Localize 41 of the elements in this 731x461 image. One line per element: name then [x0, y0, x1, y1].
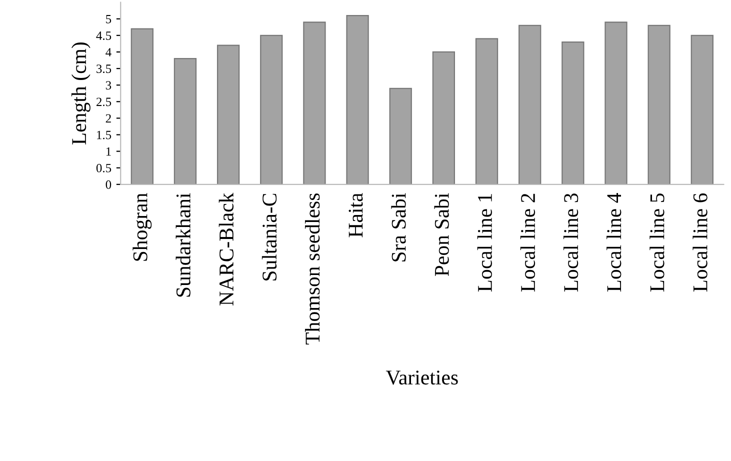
bar — [648, 24, 670, 184]
y-tick-label: 0.5 — [96, 164, 112, 172]
y-tick-label: 3 — [106, 81, 112, 90]
bar — [432, 51, 456, 184]
bar — [346, 14, 369, 184]
y-tick-label: 0 — [106, 180, 112, 189]
x-tick-label: Sultania-C — [262, 194, 277, 280]
x-tick-label: Shogran — [132, 193, 152, 261]
x-tick-label: Thomson seedless — [305, 193, 320, 345]
bar — [604, 22, 628, 184]
y-axis-title: Length (cm) — [71, 42, 90, 145]
x-axis-title: Varieties — [386, 370, 458, 385]
y-tick-label: 2 — [106, 114, 111, 123]
bar — [174, 58, 197, 184]
x-tick-label: Peon Sabi — [434, 193, 449, 276]
x-tick-label: Local line 4 — [606, 193, 622, 292]
y-tick-label: 4 — [106, 48, 112, 56]
x-tick-label: NARC-Black — [218, 192, 234, 306]
bar — [389, 88, 412, 184]
bar — [690, 34, 714, 184]
y-tick-label: 1.5 — [97, 130, 112, 140]
x-tick-label: Local line 2 — [520, 194, 536, 292]
bar — [562, 41, 584, 184]
x-tick-label: Local line 1 — [477, 194, 492, 292]
x-tick-label: Haita — [348, 193, 363, 238]
bar — [518, 24, 542, 184]
y-tick-label: 5 — [106, 15, 112, 24]
x-tick-label: Local line 5 — [650, 194, 664, 292]
x-tick-label: Sundarkhani — [176, 193, 190, 297]
y-tick-label: 4.5 — [96, 32, 112, 40]
x-tick-label: Sra Sabi — [391, 193, 406, 262]
bar — [130, 28, 154, 184]
x-tick-label: Local line 3 — [563, 194, 578, 292]
bar — [216, 44, 240, 184]
bar — [260, 34, 283, 184]
bar — [475, 38, 498, 184]
y-tick-label: 3.5 — [96, 64, 112, 74]
y-tick-label: 2.5 — [96, 98, 112, 106]
bar — [303, 22, 326, 184]
y-tick-label: 1 — [106, 147, 111, 156]
x-tick-label: Local line 6 — [692, 193, 708, 292]
